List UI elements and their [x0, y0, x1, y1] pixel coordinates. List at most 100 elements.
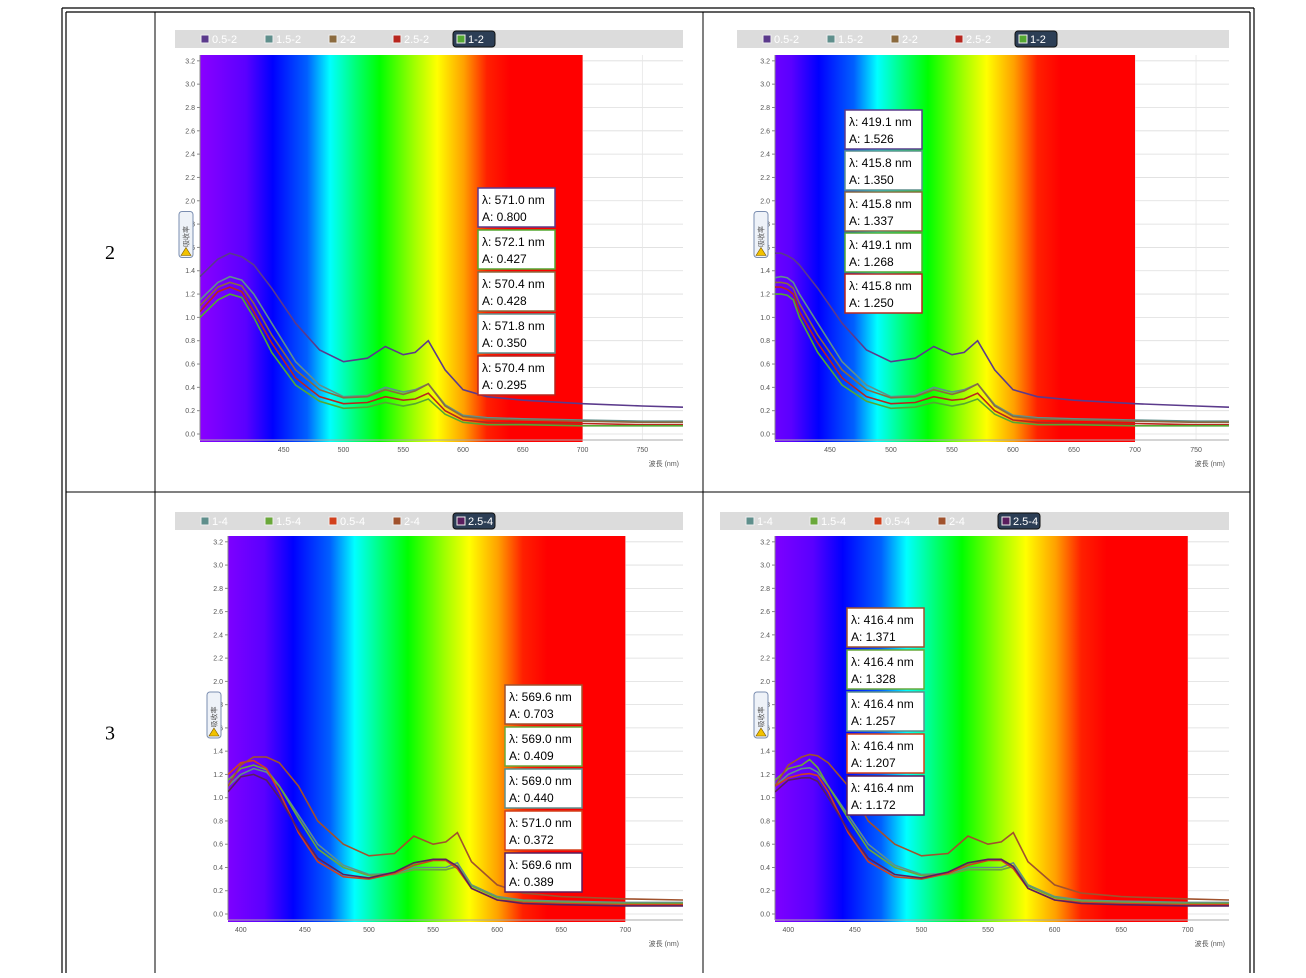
y-tick-label: 1.0 — [760, 795, 770, 802]
x-tick-label: 600 — [491, 927, 503, 934]
spectrum-line — [775, 281, 1229, 424]
y-tick-label: 1.4 — [185, 268, 195, 275]
spectrum-line — [775, 758, 1229, 905]
callout-wavelength: λ: 571.0 nm — [509, 816, 572, 830]
callout-box — [846, 607, 925, 648]
callout-absorbance: A: 0.800 — [482, 210, 527, 224]
legend-label: 2.5-2 — [966, 34, 991, 46]
y-tick-label: 0.8 — [760, 818, 770, 825]
legend-label: 1.5-2 — [276, 34, 301, 46]
y-tick-label: 1.2 — [185, 292, 195, 299]
spectrum-line — [200, 275, 683, 423]
x-tick-label: 650 — [1068, 447, 1080, 454]
legend-label: 2-4 — [404, 516, 420, 528]
legend-swatch — [762, 34, 772, 44]
legend-swatch — [328, 516, 338, 526]
table-borders — [61, 7, 1255, 973]
callout-wavelength: λ: 571.8 nm — [482, 319, 545, 333]
y-label-box — [178, 211, 194, 258]
y-tick-label: 2.8 — [213, 586, 223, 593]
x-tick-label: 400 — [235, 927, 247, 934]
y-tick-label: 0.0 — [760, 432, 770, 439]
x-tick-label: 500 — [363, 927, 375, 934]
spectrum-line — [200, 281, 683, 424]
row-label: 3 — [105, 723, 115, 745]
warning-icon — [208, 727, 220, 737]
x-tick-label: 500 — [338, 447, 350, 454]
spectrum-chart: 0.00.20.40.60.81.01.21.41.61.82.02.22.42… — [737, 30, 1229, 468]
y-tick-label: 1.4 — [760, 268, 770, 275]
callout-absorbance: A: 1.526 — [849, 132, 894, 146]
y-tick-label: 0.2 — [185, 408, 195, 415]
y-tick-label: 0.6 — [213, 842, 223, 849]
callout-wavelength: λ: 570.4 nm — [482, 361, 545, 375]
y-tick-label: 1.0 — [185, 315, 195, 322]
x-tick-label: 700 — [577, 447, 589, 454]
callout-box — [477, 229, 556, 270]
callout-absorbance: A: 1.337 — [849, 214, 894, 228]
callout-absorbance: A: 0.350 — [482, 336, 527, 350]
callout-absorbance: A: 0.427 — [482, 252, 527, 266]
y-tick-label: 1.4 — [213, 749, 223, 756]
callout-box — [844, 232, 923, 273]
y-tick-label: 2.0 — [760, 679, 770, 686]
x-tick-label: 700 — [1182, 927, 1194, 934]
y-tick-label: 2.4 — [185, 152, 195, 159]
y-tick-label: 0.8 — [760, 338, 770, 345]
y-tick-label: 0.4 — [760, 385, 770, 392]
callout-wavelength: λ: 569.0 nm — [509, 774, 572, 788]
callout-wavelength: λ: 416.4 nm — [851, 655, 914, 669]
y-tick-label: 2.8 — [185, 105, 195, 112]
callout-absorbance: A: 1.250 — [849, 296, 894, 310]
x-tick-label: 600 — [1049, 927, 1061, 934]
legend-swatch — [809, 516, 819, 526]
spectrum-line — [775, 286, 1229, 426]
y-tick-label: 1.2 — [760, 292, 770, 299]
warning-icon — [755, 727, 767, 737]
x-axis-label: 波長 (nm) — [649, 459, 679, 468]
callout-box — [844, 191, 923, 232]
y-tick-label: 1.2 — [760, 772, 770, 779]
y-axis-label: 吸收率 — [210, 707, 219, 728]
y-tick-label: 3.0 — [760, 82, 770, 89]
callout-absorbance: A: 1.207 — [851, 756, 896, 770]
warning-icon — [180, 246, 192, 256]
y-tick-label: 2.4 — [213, 632, 223, 639]
y-label-box — [753, 691, 769, 739]
callout-wavelength: λ: 570.4 nm — [482, 277, 545, 291]
y-axis-label: 吸收率 — [182, 226, 191, 247]
callout-absorbance: A: 0.372 — [509, 833, 554, 847]
legend-swatch — [392, 34, 402, 44]
y-label-box — [753, 211, 769, 258]
callout-box — [504, 768, 583, 809]
legend-label: 1-2 — [1030, 34, 1046, 46]
y-tick-label: 3.0 — [213, 563, 223, 570]
y-tick-label: 0.6 — [760, 842, 770, 849]
callout-absorbance: A: 0.295 — [482, 378, 527, 392]
x-tick-label: 600 — [1007, 447, 1019, 454]
callout-box — [477, 271, 556, 312]
legend-label: 2-4 — [949, 516, 965, 528]
legend-swatch — [745, 516, 755, 526]
legend-label: 0.5-2 — [212, 34, 237, 46]
callout-box — [844, 273, 923, 314]
row-label: 2 — [105, 242, 115, 264]
callout-box — [844, 109, 923, 150]
x-tick-label: 500 — [885, 447, 897, 454]
legend-swatch — [456, 516, 466, 526]
visible-spectrum — [775, 55, 1136, 442]
callout-box — [504, 852, 583, 893]
callout-absorbance: A: 0.389 — [509, 875, 554, 889]
spectrum-chart: 0.00.20.40.60.81.01.21.41.61.82.02.22.42… — [175, 30, 683, 468]
legend-swatch — [200, 34, 210, 44]
x-tick-label: 650 — [1115, 927, 1127, 934]
y-tick-label: 0.8 — [185, 338, 195, 345]
x-tick-label: 450 — [824, 447, 836, 454]
callout-absorbance: A: 1.328 — [851, 672, 896, 686]
y-tick-label: 2.8 — [760, 105, 770, 112]
callout-box — [477, 355, 556, 396]
legend-label: 2.5-4 — [468, 516, 493, 528]
legend-label: 2-2 — [340, 34, 356, 46]
legend-swatch — [392, 516, 402, 526]
